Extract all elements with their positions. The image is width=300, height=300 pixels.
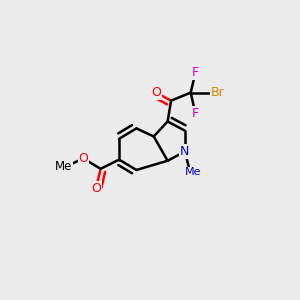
Text: F: F	[192, 67, 199, 80]
Text: Me: Me	[185, 167, 201, 177]
Text: N: N	[180, 145, 190, 158]
Text: Br: Br	[211, 86, 225, 99]
Text: Me: Me	[55, 160, 72, 173]
Text: O: O	[78, 152, 88, 165]
Text: O: O	[151, 86, 161, 99]
Text: F: F	[192, 107, 199, 120]
Text: O: O	[91, 182, 101, 195]
